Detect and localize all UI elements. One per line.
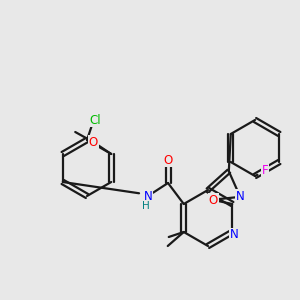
Text: F: F bbox=[262, 164, 268, 178]
Text: N: N bbox=[230, 229, 239, 242]
Text: Cl: Cl bbox=[89, 113, 101, 127]
Text: H: H bbox=[142, 201, 150, 211]
Text: O: O bbox=[209, 194, 218, 207]
Text: N: N bbox=[236, 190, 244, 203]
Text: O: O bbox=[164, 154, 172, 166]
Text: O: O bbox=[88, 136, 98, 148]
Text: N: N bbox=[144, 190, 152, 202]
